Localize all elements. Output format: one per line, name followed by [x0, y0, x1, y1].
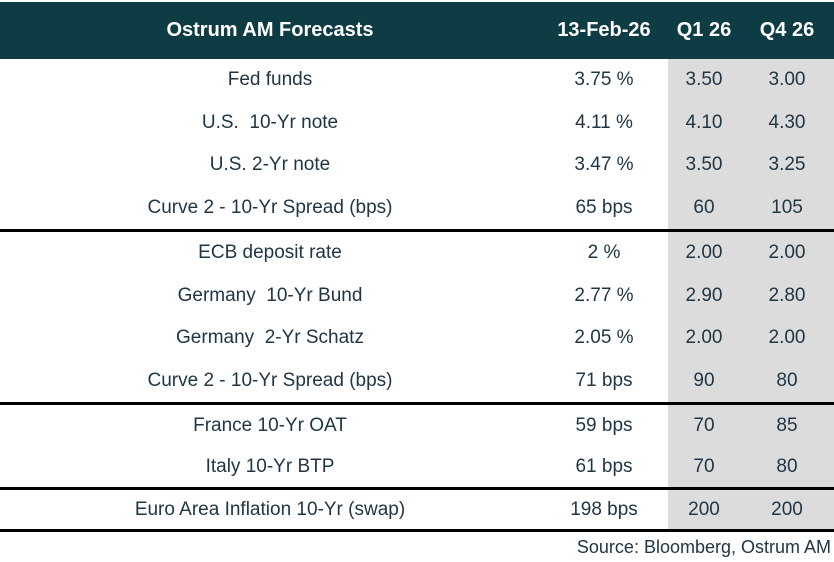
row-label: Euro Area Inflation 10-Yr (swap)	[134, 498, 406, 520]
table-row: Curve 2 - 10-Yr Spread (bps) 71 bps 90 8…	[0, 359, 834, 402]
current-value: 2.05 %	[574, 327, 634, 349]
q1-value: 2.00	[668, 317, 740, 360]
q1-value: 90	[668, 359, 740, 402]
current-value: 3.47 %	[574, 154, 634, 176]
current-value: 2 %	[587, 242, 621, 264]
group-inflation: Euro Area Inflation 10-Yr (swap) 198 bps…	[0, 490, 834, 532]
row-label: U.S. 10-Yr note	[201, 111, 339, 133]
table-header: Ostrum AM Forecasts 13-Feb-26 Q1 26 Q4 2…	[0, 2, 834, 59]
table-row: Germany 2-Yr Schatz 2.05 % 2.00 2.00	[0, 317, 834, 360]
table-title: Ostrum AM Forecasts	[166, 19, 374, 41]
table-row: France 10-Yr OAT 59 bps 70 85	[0, 405, 834, 446]
row-label: ECB deposit rate	[198, 242, 342, 264]
current-value: 65 bps	[575, 196, 633, 218]
q4-value: 2.00	[740, 232, 834, 275]
column-header-q1: Q1 26	[676, 19, 732, 41]
q4-value: 4.30	[740, 101, 834, 144]
group-euro-rates: ECB deposit rate 2 % 2.00 2.00 Germany 1…	[0, 232, 834, 405]
current-value: 3.75 %	[574, 69, 634, 91]
source-note: Source: Bloomberg, Ostrum AM	[576, 536, 831, 557]
q4-value: 3.00	[740, 59, 834, 102]
current-value: 198 bps	[570, 498, 638, 520]
q1-value: 200	[668, 490, 740, 529]
table-row: Italy 10-Yr BTP 61 bps 70 80	[0, 446, 834, 487]
q4-value: 80	[740, 446, 834, 487]
q1-value: 2.00	[668, 232, 740, 275]
q4-value: 85	[740, 405, 834, 446]
current-value: 2.77 %	[574, 284, 634, 306]
q4-value: 80	[740, 359, 834, 402]
q1-value: 3.50	[668, 59, 740, 102]
q1-value: 3.50	[668, 144, 740, 187]
current-value: 61 bps	[575, 455, 633, 477]
q1-value: 2.90	[668, 274, 740, 317]
table-row: ECB deposit rate 2 % 2.00 2.00	[0, 232, 834, 275]
q1-value: 60	[668, 186, 740, 229]
q1-value: 4.10	[668, 101, 740, 144]
q4-value: 3.25	[740, 144, 834, 187]
row-label: Curve 2 - 10-Yr Spread (bps)	[147, 196, 393, 218]
current-value: 59 bps	[575, 414, 633, 436]
table-row: Euro Area Inflation 10-Yr (swap) 198 bps…	[0, 490, 834, 529]
row-label: Fed funds	[227, 69, 313, 91]
current-value: 4.11 %	[575, 111, 633, 133]
row-label: Curve 2 - 10-Yr Spread (bps)	[147, 369, 393, 391]
row-label: Germany 10-Yr Bund	[177, 284, 363, 306]
table-row: U.S. 10-Yr note 4.11 % 4.10 4.30	[0, 101, 834, 144]
q1-value: 70	[668, 446, 740, 487]
row-label: France 10-Yr OAT	[193, 414, 347, 436]
q4-value: 2.80	[740, 274, 834, 317]
table-row: Germany 10-Yr Bund 2.77 % 2.90 2.80	[0, 274, 834, 317]
q4-value: 200	[740, 490, 834, 529]
row-label: U.S. 2-Yr note	[209, 154, 331, 176]
column-header-q4: Q4 26	[759, 19, 815, 41]
current-value: 71 bps	[575, 369, 633, 391]
table-row: U.S. 2-Yr note 3.47 % 3.50 3.25	[0, 144, 834, 187]
q4-value: 105	[740, 186, 834, 229]
table-row: Curve 2 - 10-Yr Spread (bps) 65 bps 60 1…	[0, 186, 834, 229]
row-label: Germany 2-Yr Schatz	[176, 327, 364, 349]
group-sovereign-spreads: France 10-Yr OAT 59 bps 70 85 Italy 10-Y…	[0, 405, 834, 490]
q1-value: 70	[668, 405, 740, 446]
q4-value: 2.00	[740, 317, 834, 360]
group-us-rates: Fed funds 3.75 % 3.50 3.00 U.S. 10-Yr no…	[0, 59, 834, 232]
table-row: Fed funds 3.75 % 3.50 3.00	[0, 59, 834, 102]
row-label: Italy 10-Yr BTP	[205, 455, 335, 477]
column-header-date: 13-Feb-26	[557, 19, 651, 41]
